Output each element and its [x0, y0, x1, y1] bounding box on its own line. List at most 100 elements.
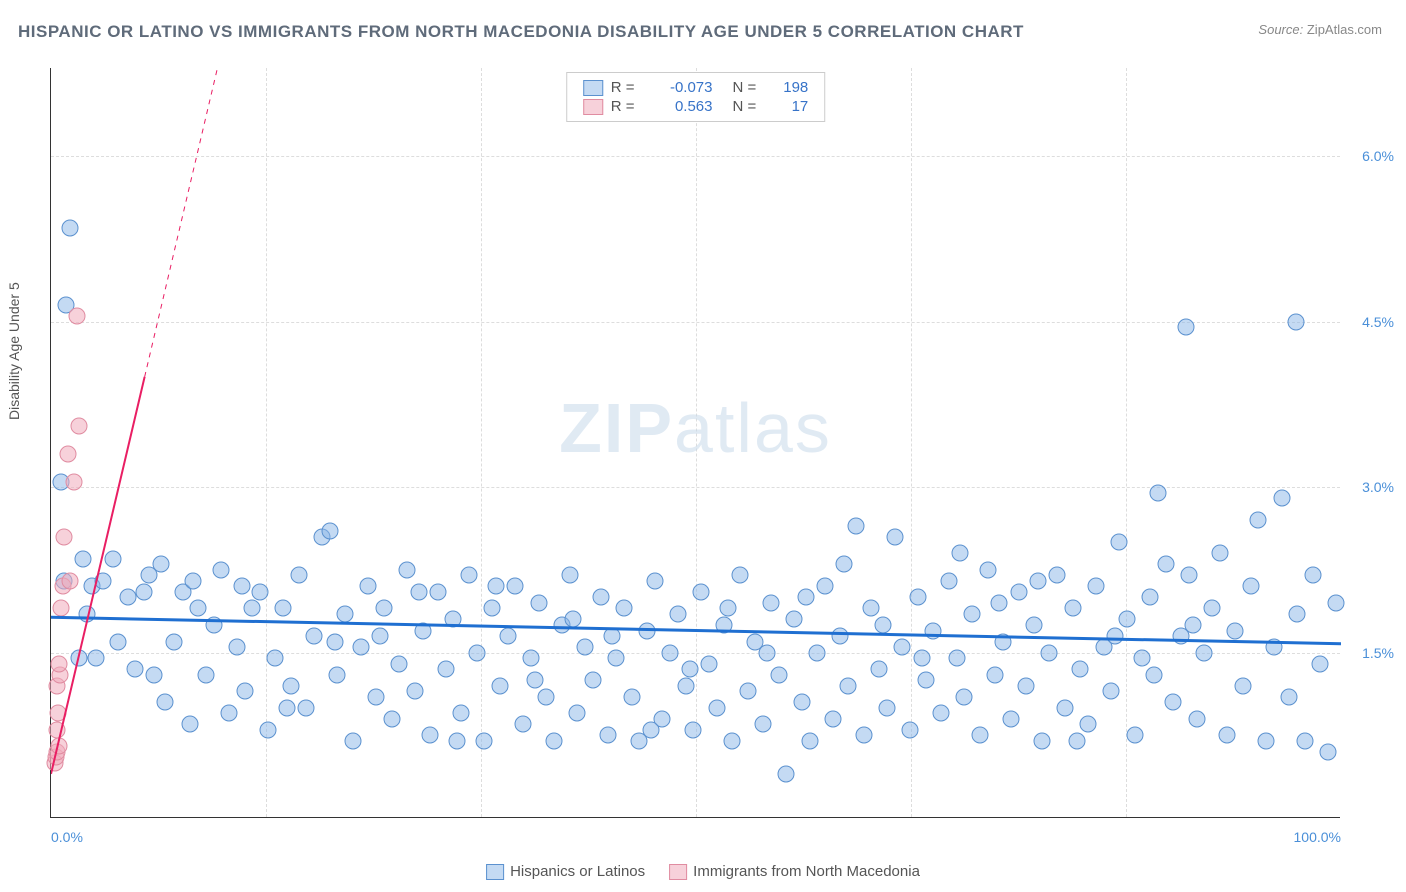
legend-swatch-pink [669, 864, 687, 880]
data-point-blue [855, 727, 872, 744]
data-point-blue [720, 600, 737, 617]
y-tick-label: 4.5% [1362, 314, 1394, 330]
data-point-blue [1149, 484, 1166, 501]
data-point-blue [236, 683, 253, 700]
data-point-blue [279, 699, 296, 716]
data-point-blue [190, 600, 207, 617]
data-point-blue [1211, 545, 1228, 562]
data-point-blue [414, 622, 431, 639]
data-point-blue [739, 683, 756, 700]
data-point-blue [221, 705, 238, 722]
data-point-blue [375, 600, 392, 617]
data-point-blue [646, 572, 663, 589]
data-point-blue [971, 727, 988, 744]
data-point-blue [321, 523, 338, 540]
data-point-blue [987, 666, 1004, 683]
data-point-blue [1157, 556, 1174, 573]
data-point-blue [995, 633, 1012, 650]
data-point-pink [62, 572, 79, 589]
data-point-blue [135, 583, 152, 600]
legend-item-pink: Immigrants from North Macedonia [669, 863, 920, 880]
data-point-blue [716, 616, 733, 633]
n-label: N = [733, 79, 757, 96]
data-point-blue [964, 605, 981, 622]
data-point-blue [213, 561, 230, 578]
data-point-blue [1180, 567, 1197, 584]
n-value-pink: 17 [768, 98, 808, 115]
data-point-blue [1296, 732, 1313, 749]
data-point-blue [437, 661, 454, 678]
data-point-blue [1041, 644, 1058, 661]
legend-swatch-pink [583, 99, 603, 115]
data-point-blue [156, 694, 173, 711]
data-point-blue [1304, 567, 1321, 584]
data-point-blue [809, 644, 826, 661]
data-point-blue [507, 578, 524, 595]
data-point-blue [762, 594, 779, 611]
data-point-blue [909, 589, 926, 606]
data-point-blue [110, 633, 127, 650]
chart-title: HISPANIC OR LATINO VS IMMIGRANTS FROM NO… [18, 22, 1024, 42]
data-point-blue [1227, 622, 1244, 639]
data-point-blue [329, 666, 346, 683]
data-point-blue [824, 710, 841, 727]
data-point-blue [1320, 743, 1337, 760]
data-point-blue [1025, 616, 1042, 633]
data-point-blue [917, 672, 934, 689]
data-point-blue [991, 594, 1008, 611]
data-point-blue [515, 716, 532, 733]
data-point-blue [1289, 605, 1306, 622]
data-point-blue [708, 699, 725, 716]
data-point-blue [445, 611, 462, 628]
data-point-blue [251, 583, 268, 600]
data-point-blue [337, 605, 354, 622]
data-point-blue [205, 616, 222, 633]
data-point-blue [623, 688, 640, 705]
r-value-blue: -0.073 [647, 79, 713, 96]
data-point-blue [1107, 628, 1124, 645]
data-point-blue [1250, 512, 1267, 529]
data-point-blue [1327, 594, 1344, 611]
data-point-blue [875, 616, 892, 633]
r-value-pink: 0.563 [647, 98, 713, 115]
y-tick-label: 1.5% [1362, 645, 1394, 661]
data-point-blue [886, 528, 903, 545]
data-point-blue [290, 567, 307, 584]
data-point-blue [484, 600, 501, 617]
x-tick-label: 0.0% [51, 829, 83, 845]
data-point-blue [832, 628, 849, 645]
data-point-blue [1033, 732, 1050, 749]
data-point-blue [184, 572, 201, 589]
data-point-blue [608, 650, 625, 667]
source-attribution: Source: ZipAtlas.com [1258, 22, 1382, 37]
y-tick-label: 3.0% [1362, 479, 1394, 495]
data-point-blue [1258, 732, 1275, 749]
data-point-blue [894, 639, 911, 656]
source-value: ZipAtlas.com [1307, 22, 1382, 37]
data-point-blue [282, 677, 299, 694]
data-point-blue [259, 721, 276, 738]
data-point-blue [685, 721, 702, 738]
data-point-blue [956, 688, 973, 705]
data-point-blue [449, 732, 466, 749]
data-point-blue [75, 550, 92, 567]
data-point-blue [1219, 727, 1236, 744]
data-point-blue [120, 589, 137, 606]
data-point-blue [1196, 644, 1213, 661]
data-point-blue [1103, 683, 1120, 700]
data-point-blue [104, 550, 121, 567]
gridline-v [1126, 68, 1127, 817]
data-point-blue [1287, 313, 1304, 330]
data-point-blue [786, 611, 803, 628]
data-point-blue [1010, 583, 1027, 600]
legend-swatch-blue [583, 80, 603, 96]
data-point-blue [430, 583, 447, 600]
data-point-blue [126, 661, 143, 678]
data-point-blue [453, 705, 470, 722]
data-point-blue [1273, 490, 1290, 507]
data-point-blue [797, 589, 814, 606]
data-point-blue [1080, 716, 1097, 733]
data-point-blue [360, 578, 377, 595]
data-point-pink [71, 418, 88, 435]
data-point-pink [50, 655, 67, 672]
